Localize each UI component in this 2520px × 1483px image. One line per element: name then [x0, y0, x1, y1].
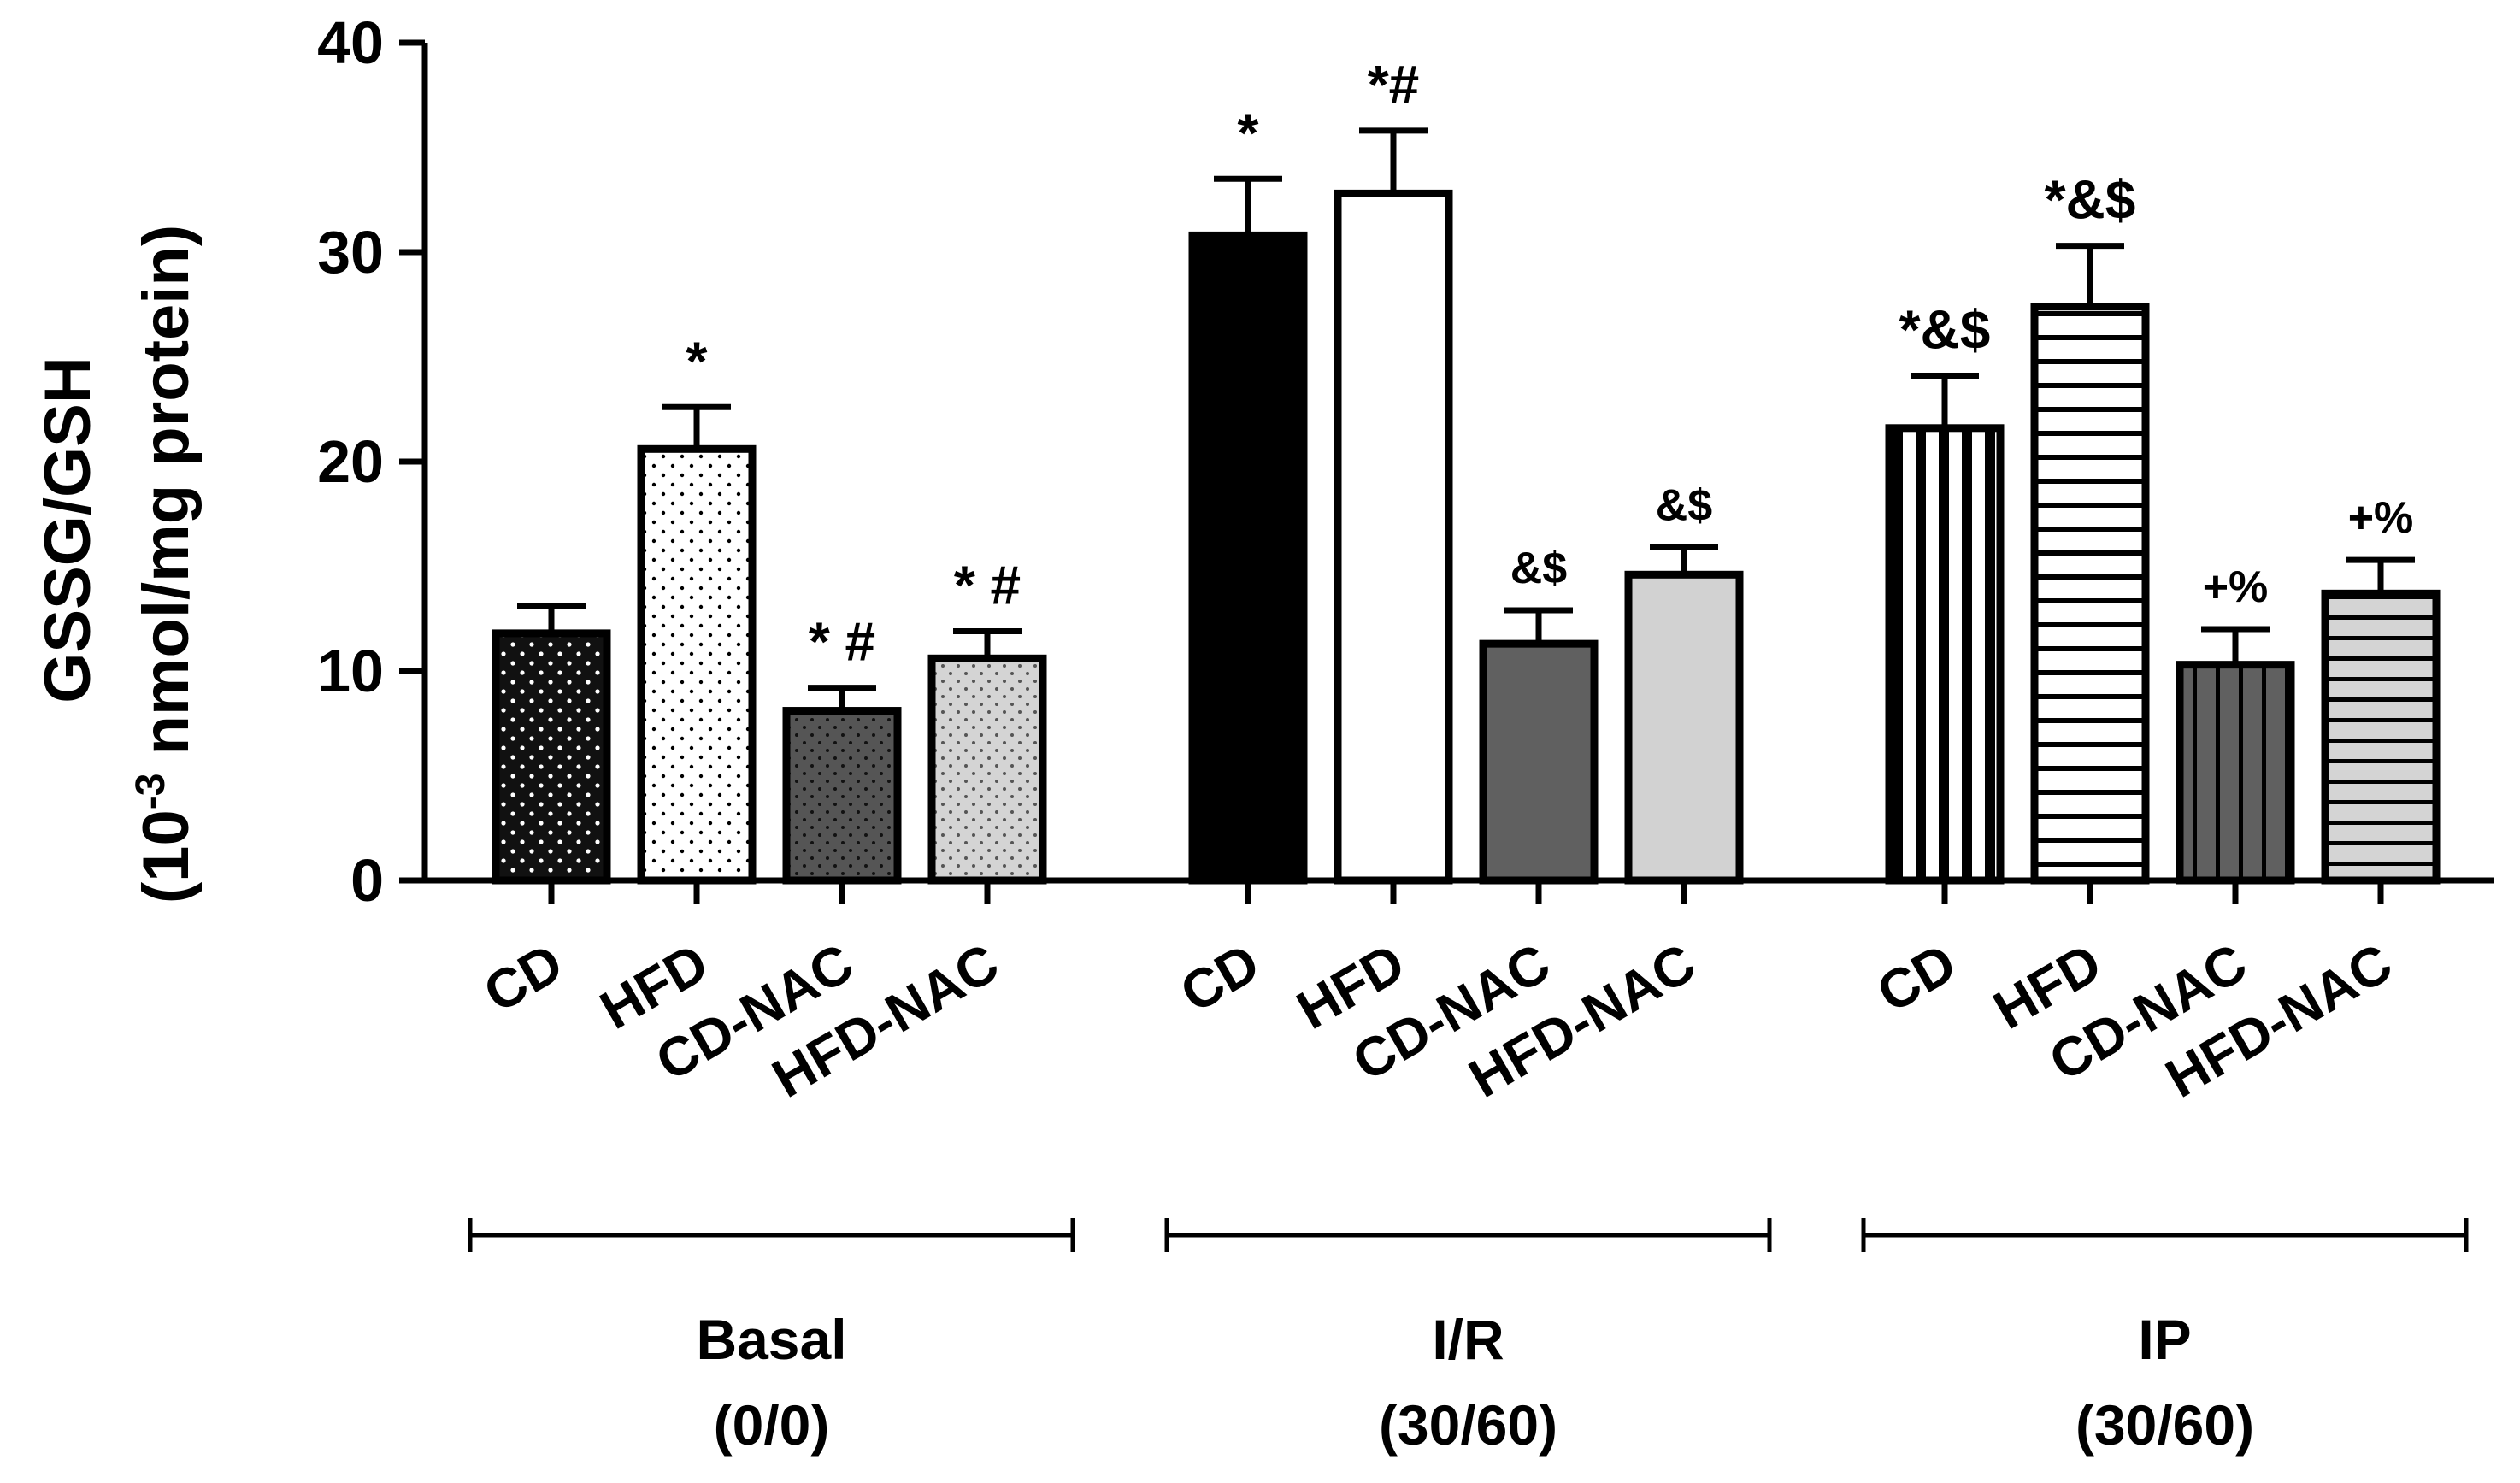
group-label: Basal: [696, 1308, 846, 1371]
bar-ir-cd-nac: [1479, 639, 1599, 885]
group-sublabel: (30/60): [1379, 1393, 1557, 1457]
bar-ip-hfd-nac: [2321, 589, 2441, 885]
y-tick-label: 20: [317, 428, 384, 495]
y-axis-label-line1: GSSG/GSH: [32, 356, 104, 703]
annotation-ip-hfd: *&$: [2045, 169, 2136, 231]
bar-basal-cd: [492, 629, 611, 885]
group-sublabel: (30/60): [2075, 1393, 2254, 1457]
group-label: I/R: [1432, 1308, 1504, 1371]
annotation-ir-cd-nac: &$: [1510, 544, 1568, 593]
bar-basal-hfd: [637, 444, 757, 885]
bar-basal-cd-nac: [782, 707, 902, 885]
annotation-basal-hfd: *: [686, 330, 708, 391]
category-label-ir-cd: CD: [1170, 932, 1269, 1025]
bar-ir-hfd: [1334, 189, 1453, 885]
y-tick-label: 10: [317, 638, 384, 704]
y-axis-label-line2: (10-3 nmol/mg protein): [128, 225, 203, 903]
bar-ir-cd: [1188, 231, 1308, 885]
bar-ip-cd-nac: [2176, 661, 2295, 885]
bar-ip-cd: [1885, 424, 2005, 885]
y-tick-label: 0: [350, 847, 384, 914]
annotation-ir-hfd: *#: [1368, 54, 1420, 115]
annotation-basal-cd-nac: * #: [809, 611, 875, 673]
bars: [492, 127, 2441, 885]
annotation-ir-cd: *: [1238, 102, 1259, 163]
y-axis-label-exponent: -3: [128, 774, 174, 810]
annotation-basal-hfd-nac: * #: [954, 554, 1021, 615]
y-tick-label: 40: [317, 9, 384, 76]
category-label-basal-cd: CD: [474, 932, 573, 1025]
y-axis-label-prefix: (10: [130, 809, 203, 903]
axes: 0 10 20 30 40: [317, 9, 2494, 1252]
bar-ir-hfd-nac: [1624, 570, 1744, 885]
annotation-ip-cd: *&$: [1899, 299, 1991, 361]
annotation-ip-cd-nac: +%: [2203, 562, 2269, 612]
annotation-ir-hfd-nac: &$: [1656, 480, 1713, 530]
bar-basal-hfd-nac: [927, 654, 1047, 885]
bar-ip-hfd: [2030, 303, 2150, 885]
y-tick-label: 30: [317, 219, 384, 285]
group-sublabel: (0/0): [714, 1393, 830, 1457]
y-axis-label-suffix: nmol/mg protein): [130, 225, 203, 774]
group-label: IP: [2138, 1308, 2191, 1371]
annotation-ip-hfd-nac: +%: [2348, 493, 2414, 543]
category-label-ip-cd: CD: [1867, 932, 1966, 1025]
